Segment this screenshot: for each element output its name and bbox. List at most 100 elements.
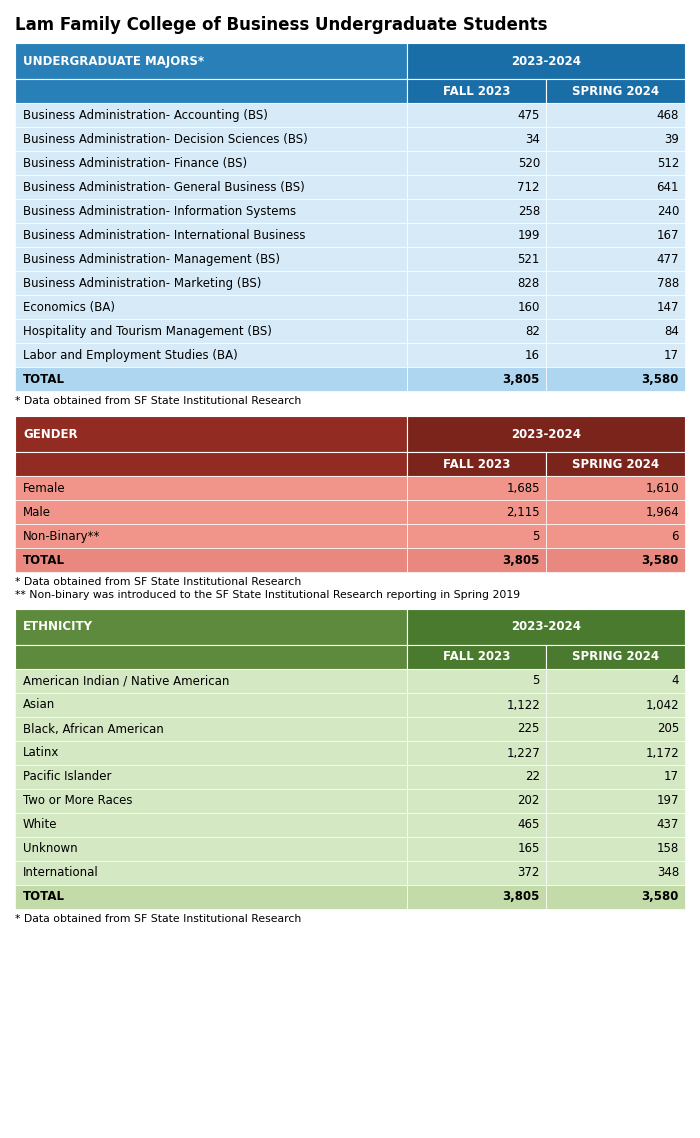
Bar [546,151,685,175]
Bar [546,343,685,366]
Text: Business Administration- Information Systems: Business Administration- Information Sys… [23,205,296,217]
Text: 475: 475 [517,108,540,122]
Text: SPRING 2024: SPRING 2024 [572,84,659,98]
Bar [407,861,546,885]
Text: Female: Female [23,481,66,495]
Bar [407,199,546,223]
Bar [15,79,407,104]
Bar [15,861,407,885]
Text: Two or More Races: Two or More Races [23,794,132,808]
Text: 160: 160 [517,300,540,313]
Text: 147: 147 [657,300,679,313]
Text: 437: 437 [657,818,679,832]
Text: 2023-2024: 2023-2024 [511,428,581,440]
Text: 521: 521 [517,253,540,265]
Text: 477: 477 [657,253,679,265]
Text: 17: 17 [664,770,679,783]
Text: 3,580: 3,580 [642,372,679,386]
Bar [15,417,407,452]
Bar [546,789,685,813]
Text: American Indian / Native American: American Indian / Native American [23,675,230,687]
Bar [407,104,546,127]
Text: GENDER: GENDER [23,428,78,440]
Text: 3,580: 3,580 [642,891,679,904]
Bar [546,838,685,861]
Text: 712: 712 [517,181,540,193]
Bar [546,717,685,741]
Text: 205: 205 [657,723,679,735]
Bar [15,838,407,861]
Bar [546,813,685,838]
Text: 641: 641 [657,181,679,193]
Text: 16: 16 [525,348,540,362]
Text: Business Administration- General Business (BS): Business Administration- General Busines… [23,181,305,193]
Bar [15,271,407,295]
Text: 3,580: 3,580 [642,553,679,567]
Text: TOTAL: TOTAL [23,372,65,386]
Bar [407,295,546,319]
Bar [15,523,407,549]
Text: 5: 5 [533,675,540,687]
Text: 372: 372 [517,866,540,880]
Bar [15,693,407,717]
Text: FALL 2023: FALL 2023 [443,84,510,98]
Text: UNDERGRADUATE MAJORS*: UNDERGRADUATE MAJORS* [23,55,204,67]
Bar [15,452,407,476]
Text: Non-Binary**: Non-Binary** [23,529,100,543]
Text: 22: 22 [525,770,540,783]
Bar [546,366,685,391]
Text: 158: 158 [657,842,679,856]
Text: Labor and Employment Studies (BA): Labor and Employment Studies (BA) [23,348,238,362]
Text: 4: 4 [671,675,679,687]
Bar [407,693,546,717]
Text: 3,805: 3,805 [503,372,540,386]
Text: Business Administration- Accounting (BS): Business Administration- Accounting (BS) [23,108,268,122]
Text: White: White [23,818,57,832]
Bar [546,885,685,909]
Text: TOTAL: TOTAL [23,553,65,567]
Bar [407,319,546,343]
Bar [15,813,407,838]
Text: 1,685: 1,685 [507,481,540,495]
Bar [407,885,546,909]
Text: Asian: Asian [23,699,55,711]
Text: 828: 828 [518,277,540,289]
Bar [407,247,546,271]
Bar [407,523,546,549]
Bar [407,717,546,741]
Bar [546,693,685,717]
Text: 240: 240 [657,205,679,217]
Bar [407,741,546,765]
Text: * Data obtained from SF State Institutional Research: * Data obtained from SF State Institutio… [15,577,301,587]
Text: Latinx: Latinx [23,747,60,759]
Bar [407,645,546,669]
Bar [15,609,407,645]
Bar [546,295,685,319]
Bar [546,223,685,247]
Text: Business Administration- Decision Sciences (BS): Business Administration- Decision Scienc… [23,132,308,146]
Bar [407,669,546,693]
Bar [407,43,685,79]
Text: 167: 167 [657,229,679,241]
Text: 1,122: 1,122 [506,699,540,711]
Bar [546,645,685,669]
Bar [15,717,407,741]
Bar [407,366,546,391]
Bar [15,669,407,693]
Bar [407,813,546,838]
Bar [15,223,407,247]
Bar [546,523,685,549]
Text: 225: 225 [517,723,540,735]
Text: * Data obtained from SF State Institutional Research: * Data obtained from SF State Institutio… [15,914,301,924]
Bar [15,319,407,343]
Bar [546,175,685,199]
Text: FALL 2023: FALL 2023 [443,651,510,663]
Text: Business Administration- Marketing (BS): Business Administration- Marketing (BS) [23,277,261,289]
Bar [546,549,685,572]
Text: 2,115: 2,115 [506,505,540,519]
Bar [407,79,546,104]
Text: Business Administration- Finance (BS): Business Administration- Finance (BS) [23,157,247,170]
Bar [407,223,546,247]
Bar [15,104,407,127]
Bar [15,885,407,909]
